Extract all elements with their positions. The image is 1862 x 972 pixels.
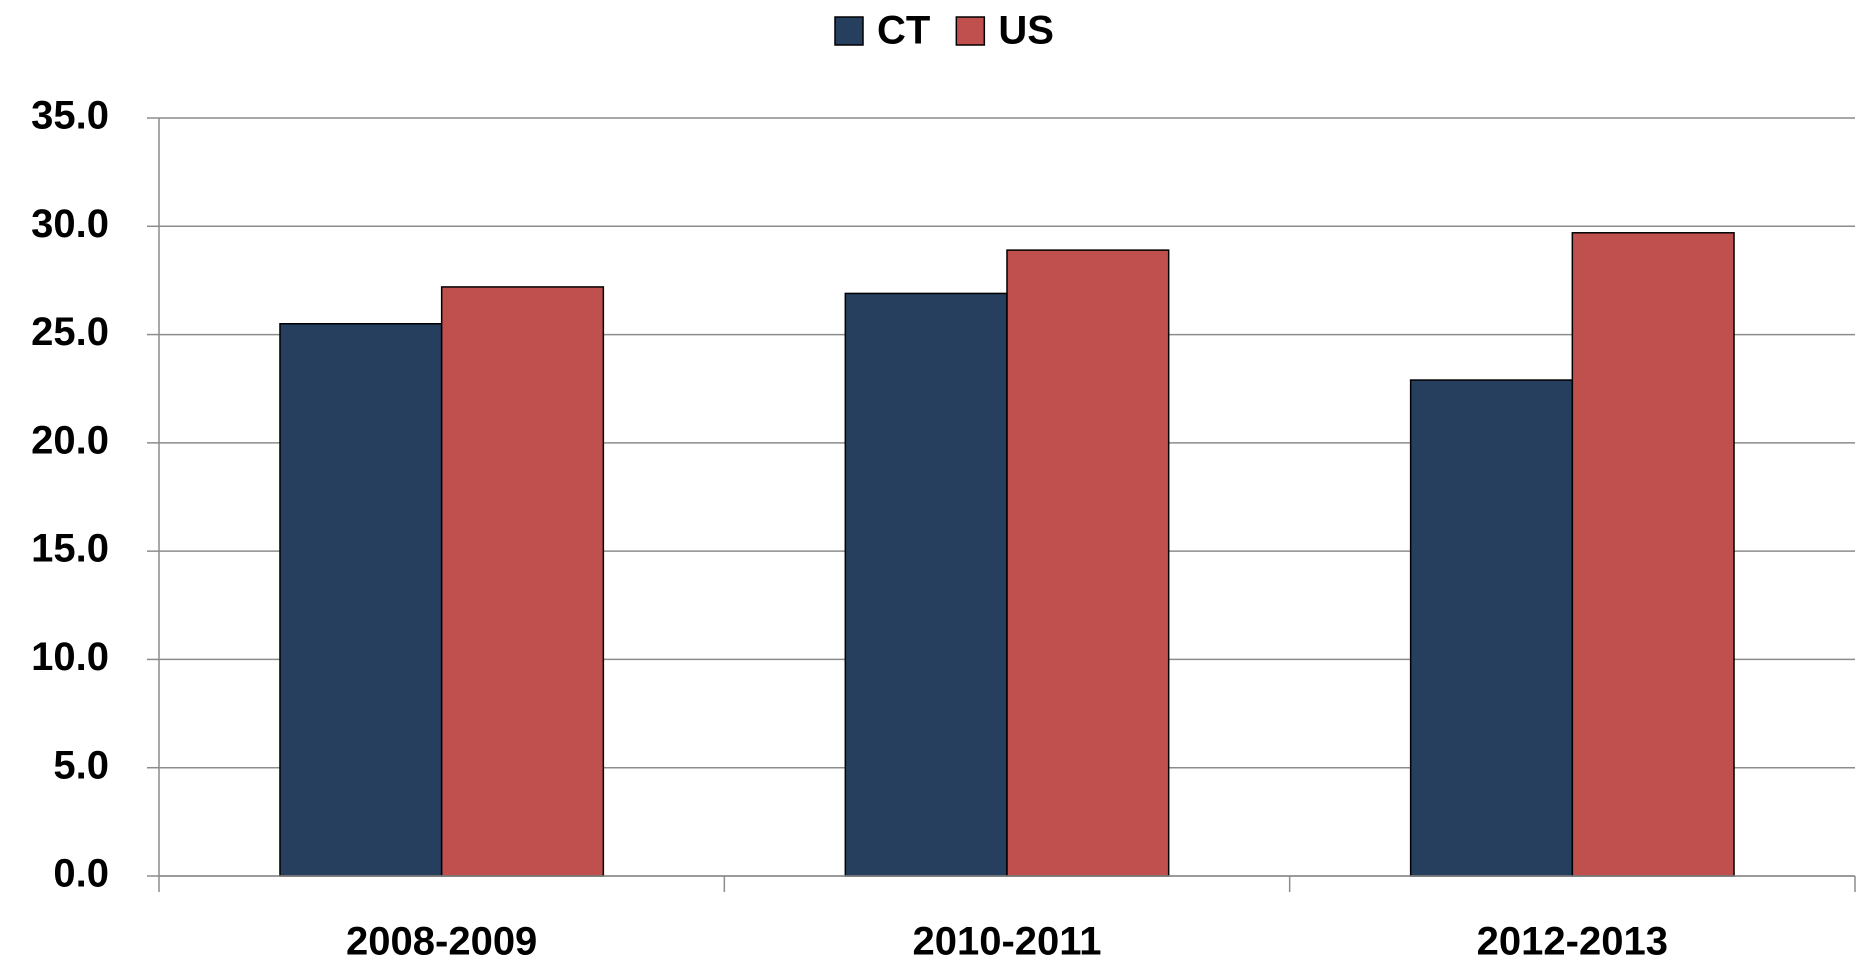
legend-label: US xyxy=(998,9,1054,53)
y-tick-label: 5.0 xyxy=(53,743,109,787)
x-tick-label: 2010-2011 xyxy=(912,920,1101,964)
bar xyxy=(1409,379,1574,877)
x-tick-label: 2008-2009 xyxy=(346,920,537,964)
x-tick-label: 2012-2013 xyxy=(1477,920,1668,964)
bar xyxy=(844,292,1008,877)
y-tick-label: 25.0 xyxy=(31,310,109,354)
y-tick-label: 15.0 xyxy=(31,527,109,571)
y-tick-label: 0.0 xyxy=(53,852,109,896)
legend-swatch xyxy=(955,16,986,46)
bar xyxy=(1571,232,1735,877)
legend-swatch xyxy=(834,16,864,46)
y-tick-label: 10.0 xyxy=(31,635,109,679)
bar xyxy=(440,286,605,877)
y-tick-label: 35.0 xyxy=(31,94,109,138)
bar xyxy=(279,322,443,877)
bar xyxy=(1006,249,1170,877)
y-tick-label: 30.0 xyxy=(31,202,109,246)
y-tick-label: 20.0 xyxy=(31,418,109,462)
legend-label: CT xyxy=(877,9,930,53)
